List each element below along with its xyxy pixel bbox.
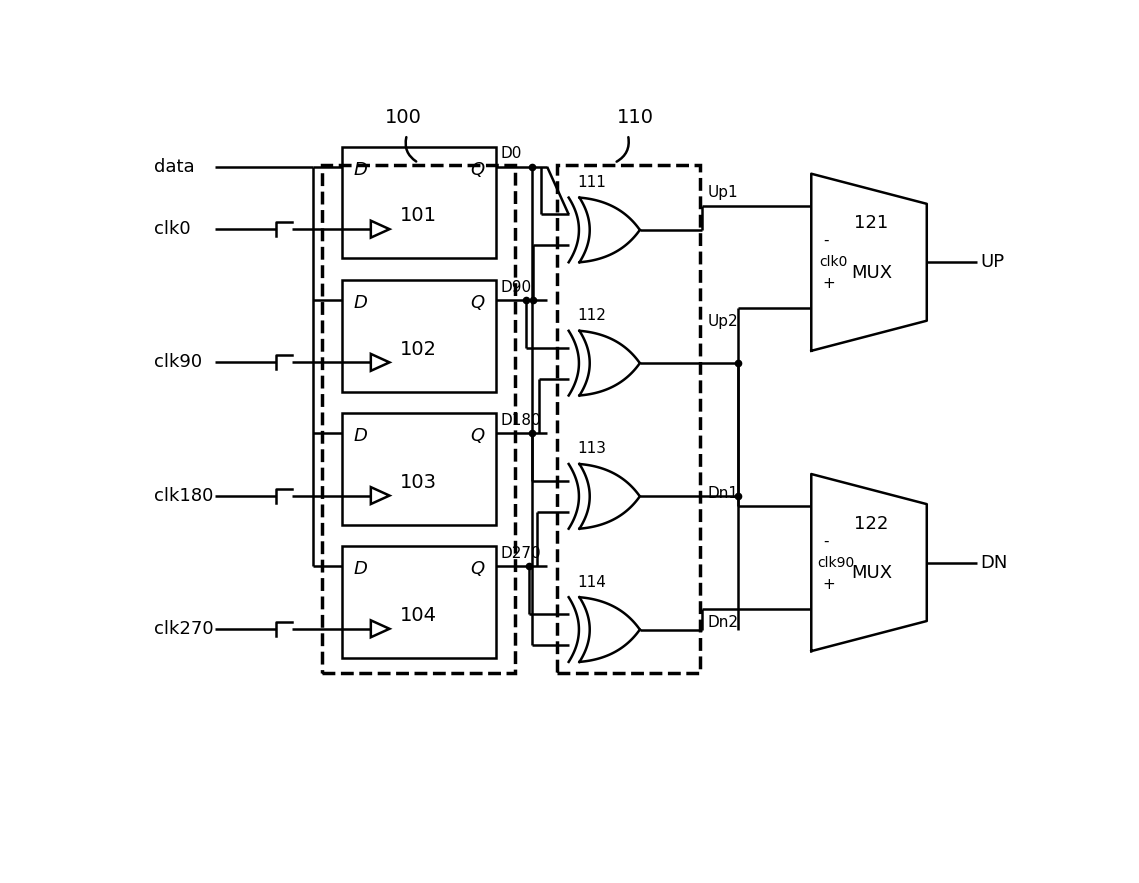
Text: data: data bbox=[155, 158, 195, 176]
Text: 100: 100 bbox=[385, 108, 421, 127]
Text: 111: 111 bbox=[577, 175, 607, 190]
Text: 103: 103 bbox=[400, 473, 437, 492]
Text: -: - bbox=[822, 533, 828, 548]
Text: D0: D0 bbox=[501, 147, 523, 162]
Text: Q: Q bbox=[470, 560, 484, 578]
Bar bbox=[342, 413, 495, 525]
Text: D: D bbox=[353, 560, 367, 578]
Text: Q: Q bbox=[470, 427, 484, 445]
Text: 101: 101 bbox=[400, 207, 437, 225]
Bar bbox=[342, 147, 495, 259]
Text: clk180: clk180 bbox=[155, 487, 214, 504]
Text: 121: 121 bbox=[854, 215, 888, 232]
Text: D: D bbox=[353, 294, 367, 312]
Text: MUX: MUX bbox=[851, 264, 892, 282]
Text: clk90: clk90 bbox=[818, 555, 854, 570]
Text: 104: 104 bbox=[400, 606, 437, 625]
Text: MUX: MUX bbox=[851, 564, 892, 582]
Text: UP: UP bbox=[981, 253, 1005, 271]
Text: D90: D90 bbox=[501, 280, 532, 295]
Text: Dn2: Dn2 bbox=[707, 615, 738, 630]
Text: 113: 113 bbox=[577, 442, 607, 457]
Bar bbox=[342, 547, 495, 658]
Text: +: + bbox=[822, 276, 836, 291]
Text: D270: D270 bbox=[501, 546, 541, 561]
Text: D: D bbox=[353, 161, 367, 178]
Text: +: + bbox=[822, 577, 836, 592]
Text: clk270: clk270 bbox=[155, 620, 214, 638]
Text: D180: D180 bbox=[501, 413, 541, 428]
Bar bbox=[342, 280, 495, 392]
Text: clk90: clk90 bbox=[155, 353, 203, 372]
Text: Up1: Up1 bbox=[707, 185, 738, 200]
Text: -: - bbox=[822, 233, 828, 248]
Bar bbox=[557, 165, 699, 674]
Text: 102: 102 bbox=[400, 340, 437, 358]
Text: Q: Q bbox=[470, 161, 484, 178]
Text: 110: 110 bbox=[617, 108, 654, 127]
Bar bbox=[322, 165, 515, 674]
Text: 122: 122 bbox=[854, 515, 888, 532]
Text: Up2: Up2 bbox=[707, 314, 738, 329]
Text: 114: 114 bbox=[577, 575, 607, 590]
Text: clk0: clk0 bbox=[155, 220, 191, 238]
Text: Dn1: Dn1 bbox=[707, 486, 738, 501]
Text: D: D bbox=[353, 427, 367, 445]
Text: clk0: clk0 bbox=[819, 255, 847, 269]
Text: Q: Q bbox=[470, 294, 484, 312]
Text: DN: DN bbox=[981, 554, 1008, 571]
Text: 112: 112 bbox=[577, 308, 607, 323]
